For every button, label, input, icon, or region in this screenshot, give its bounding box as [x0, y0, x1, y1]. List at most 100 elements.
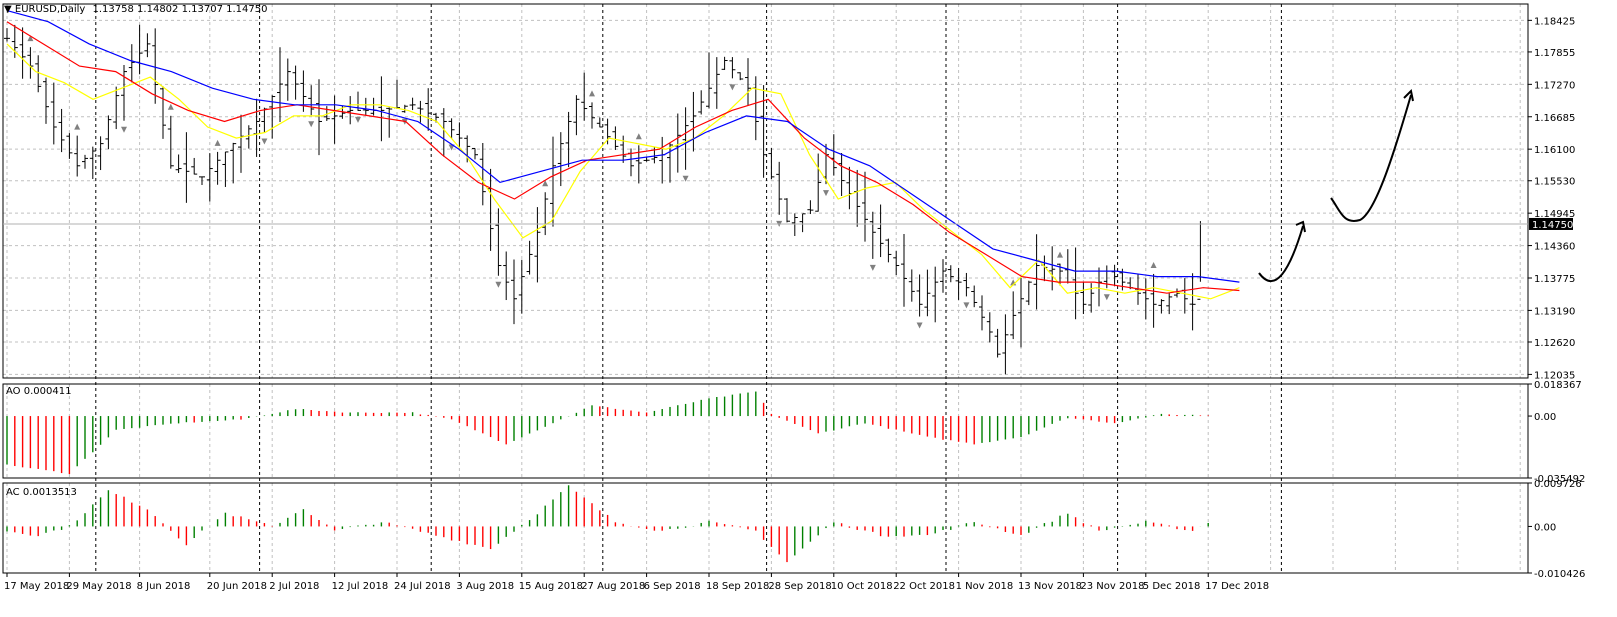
- price-bar: [729, 57, 736, 79]
- price-bar: [557, 132, 564, 187]
- price-bar: [963, 272, 970, 297]
- indicator-axis-label: -0.035492: [1534, 474, 1585, 485]
- time-axis-label: 17 Dec 2018: [1205, 581, 1269, 592]
- fractal-down-icon: [308, 121, 315, 128]
- price-bar: [612, 126, 619, 150]
- fractal-down-icon: [682, 175, 689, 182]
- arrow-head-icon: [1295, 220, 1306, 233]
- price-bar: [417, 100, 424, 123]
- price-bar: [713, 57, 720, 109]
- price-bar: [760, 85, 767, 178]
- price-bar: [768, 147, 775, 180]
- price-bar: [66, 133, 73, 159]
- price-bar: [815, 153, 822, 212]
- price-axis-label: 1.16685: [1534, 113, 1575, 124]
- price-bar: [206, 153, 213, 202]
- price-bar: [862, 171, 868, 242]
- time-axis-label: 3 Aug 2018: [456, 581, 514, 592]
- price-bar: [425, 88, 432, 131]
- price-bar: [191, 157, 198, 175]
- price-bar: [214, 151, 221, 185]
- ohlc-values: 1.13758 1.14802 1.13707 1.14750: [92, 4, 268, 15]
- time-axis-label: 5 Dec 2018: [1143, 581, 1201, 592]
- time-axis-label: 10 Oct 2018: [831, 581, 893, 592]
- price-bar: [877, 204, 884, 258]
- price-bar: [136, 24, 143, 75]
- price-bar: [581, 72, 588, 121]
- price-axis-label: 1.14360: [1534, 242, 1575, 253]
- time-axis-label: 29 May 2018: [66, 581, 131, 592]
- price-bar: [940, 259, 946, 293]
- price-bar: [1181, 278, 1188, 314]
- fractal-up-icon: [542, 180, 549, 187]
- price-bar: [11, 24, 18, 58]
- price-bar: [542, 192, 549, 236]
- price-bar: [550, 136, 556, 227]
- price-bar: [721, 56, 728, 70]
- price-axis-label: 1.17855: [1534, 48, 1575, 59]
- price-bar: [43, 77, 49, 124]
- price-bar: [1018, 278, 1024, 348]
- price-bar: [472, 147, 478, 160]
- price-bar: [776, 161, 783, 215]
- price-bar: [1002, 314, 1009, 375]
- price-bar: [745, 58, 751, 106]
- price-bar: [331, 95, 338, 144]
- price-bar: [503, 251, 510, 301]
- price-bar: [370, 97, 377, 116]
- price-bar: [635, 145, 642, 184]
- arrow-head-icon: [1403, 88, 1414, 102]
- fractal-up-icon: [214, 139, 221, 146]
- moving-average-blue: [6, 10, 1240, 283]
- ac-histogram: [6, 485, 1209, 563]
- price-bar: [316, 79, 322, 156]
- price-bar: [994, 328, 1001, 358]
- price-bar: [386, 107, 393, 138]
- price-bar: [238, 114, 244, 173]
- price-axis-label: 1.13190: [1534, 306, 1575, 317]
- price-axis-label: 1.16100: [1534, 145, 1575, 156]
- price-axis-label: 1.14945: [1534, 209, 1575, 220]
- ao-pane-border: [2, 383, 1529, 479]
- time-axis-label: 13 Nov 2018: [1018, 581, 1082, 592]
- ac-label: AC 0.0013513: [6, 487, 77, 498]
- fractal-down-icon: [916, 322, 923, 329]
- price-bar: [1010, 291, 1017, 340]
- price-bar: [58, 108, 65, 153]
- price-bar: [27, 47, 34, 79]
- price-bar: [347, 96, 354, 125]
- time-axis-label: 22 Oct 2018: [893, 581, 955, 592]
- price-bar: [378, 76, 385, 142]
- price-bar: [284, 58, 291, 101]
- time-axis-label: 20 Jun 2018: [207, 581, 267, 592]
- chart-menu-arrow-icon[interactable]: ▼: [4, 4, 12, 15]
- price-bar: [440, 108, 447, 157]
- fractal-up-icon: [1150, 261, 1157, 268]
- price-pane-border: [2, 3, 1529, 379]
- price-bar: [901, 234, 907, 307]
- price-bar: [144, 33, 151, 58]
- price-bar: [1033, 234, 1040, 310]
- price-bar: [799, 213, 806, 233]
- price-bar: [838, 152, 845, 197]
- fractal-down-icon: [261, 138, 268, 145]
- price-bar: [175, 154, 182, 174]
- price-bar: [885, 238, 892, 263]
- ao-label: AO 0.000411: [6, 386, 72, 397]
- price-bar: [908, 269, 915, 302]
- current-price-tag: [1529, 217, 1573, 230]
- price-bar: [620, 135, 627, 163]
- price-bar: [1166, 293, 1173, 315]
- price-bar: [979, 295, 985, 331]
- price-axis-label: 1.12035: [1534, 370, 1575, 381]
- price-bar: [534, 207, 541, 283]
- time-axis-label: 6 Sep 2018: [644, 581, 701, 592]
- price-bar: [97, 136, 104, 171]
- price-bar: [35, 55, 42, 93]
- forecast-arrow-2: [1330, 94, 1412, 222]
- symbol-timeframe: EURUSD,Daily: [14, 4, 86, 15]
- grid-layer: [3, 4, 1528, 573]
- time-axis-label: 1 Nov 2018: [956, 581, 1014, 592]
